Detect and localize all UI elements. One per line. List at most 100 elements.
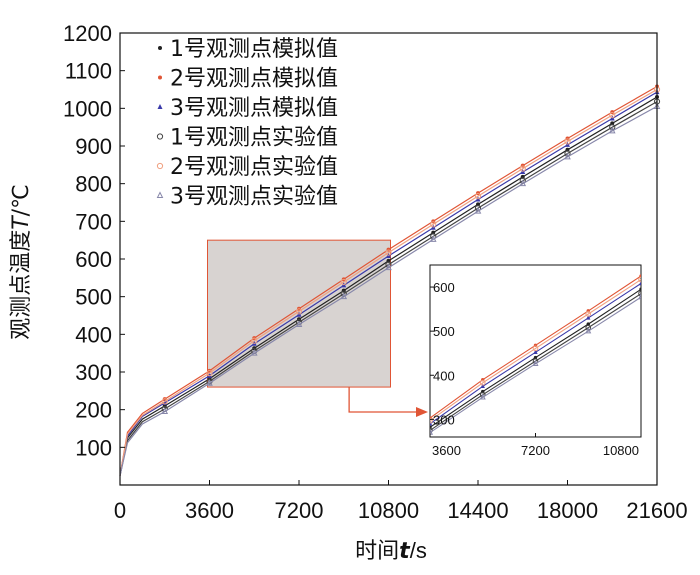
inset-data-point xyxy=(532,345,539,352)
legend-label: 3号观测点模拟值 xyxy=(170,96,338,121)
x-tick-label: 18000 xyxy=(537,498,598,523)
y-tick-label: 100 xyxy=(75,435,112,460)
legend-label: 2号观测点模拟值 xyxy=(170,67,338,92)
legend-marker xyxy=(156,191,164,198)
inset-series-3 xyxy=(430,280,641,426)
data-point xyxy=(519,179,527,187)
data-point xyxy=(251,337,258,344)
legend-marker xyxy=(158,75,162,80)
legend-item: 1号观测点模拟值 xyxy=(158,37,338,62)
inset-data-point xyxy=(585,324,592,331)
inset-zoom-plot: 300 400 500 600 3600 7200 10800 xyxy=(348,264,642,458)
y-axis-title-unit: /℃ xyxy=(9,184,34,216)
x-tick-label: 0 xyxy=(114,498,126,523)
data-point xyxy=(609,112,616,119)
inset-data-point xyxy=(637,293,641,300)
inset-data-point xyxy=(586,315,591,320)
data-point xyxy=(564,152,571,160)
data-point xyxy=(609,124,616,131)
y-tick-label: 1200 xyxy=(63,21,112,46)
x-tick-label: 7200 xyxy=(275,498,324,523)
inset-y-tick-label: 600 xyxy=(433,280,455,295)
data-point xyxy=(161,407,169,415)
inset-data-point xyxy=(586,322,590,326)
inset-data-point xyxy=(480,383,485,388)
data-point xyxy=(340,292,348,300)
x-tick-label: 21600 xyxy=(626,498,687,523)
y-tick-label: 900 xyxy=(75,134,112,159)
data-point xyxy=(295,308,303,315)
inset-y-tick-label: 300 xyxy=(433,412,455,427)
y-axis-title: 观测点温度T/℃ xyxy=(9,184,34,340)
legend-item: 3号观测点模拟值 xyxy=(157,96,338,121)
y-tick-label: 700 xyxy=(75,209,112,234)
zoom-connector xyxy=(348,387,416,413)
zoom-connector-arrowhead xyxy=(416,407,428,417)
y-tick-label: 500 xyxy=(75,285,112,310)
x-axis-title-variable: t xyxy=(399,539,411,564)
y-axis-title-prefix: 观测点温度 xyxy=(9,230,34,340)
legend-marker xyxy=(156,162,164,170)
legend: 1号观测点模拟值 2号观测点模拟值 3号观测点模拟值 1号观测点实验值 2号观测点实验值… xyxy=(156,37,338,210)
legend-marker xyxy=(156,133,164,140)
inset-x-tick-label: 10800 xyxy=(603,443,639,458)
data-point xyxy=(564,138,571,145)
series-6 xyxy=(119,102,661,476)
y-tick-label: 400 xyxy=(75,322,112,347)
plot-area: 100 200 300 400 500 600 700 800 900 1000 1100 1200 0… xyxy=(63,21,688,523)
legend-marker xyxy=(158,46,162,50)
inset-data-point xyxy=(430,417,433,424)
inset-data-point xyxy=(585,327,592,334)
legend-item: 3号观测点实验值 xyxy=(156,185,338,210)
data-point xyxy=(474,207,482,214)
series-line xyxy=(119,105,658,476)
y-axis-title-variable: T xyxy=(9,215,34,230)
x-axis-title: 时间t/s xyxy=(355,538,427,564)
y-tick-label: 800 xyxy=(75,172,112,197)
legend-label: 1号观测点模拟值 xyxy=(170,37,338,62)
inset-series-5 xyxy=(430,276,641,424)
data-point xyxy=(608,126,616,134)
inset-series-6 xyxy=(430,293,641,435)
data-point xyxy=(430,221,437,228)
legend-item: 2号观测点实验值 xyxy=(156,155,338,180)
x-tick-label: 3600 xyxy=(185,498,234,523)
y-tick-label: 1000 xyxy=(63,96,112,121)
inset-series-line xyxy=(430,278,641,422)
y-tick-label: 300 xyxy=(75,360,112,385)
inset-data-point xyxy=(532,359,539,366)
inset-data-point xyxy=(479,379,486,386)
y-tick-label: 600 xyxy=(75,247,112,272)
inset-data-point xyxy=(533,355,538,360)
data-point xyxy=(295,320,303,328)
data-point xyxy=(385,249,392,256)
data-point xyxy=(161,398,168,405)
inset-series-line xyxy=(430,296,641,434)
data-point xyxy=(429,235,437,242)
inset-series-group xyxy=(430,274,641,435)
data-point xyxy=(519,165,526,172)
inset-data-point xyxy=(430,421,433,426)
legend-item: 2号观测点模拟值 xyxy=(158,67,338,92)
inset-data-point xyxy=(585,311,592,317)
data-point xyxy=(206,379,213,386)
x-tick-label: 14400 xyxy=(447,498,508,523)
legend-label: 2号观测点实验值 xyxy=(170,155,338,180)
series-line xyxy=(119,88,658,476)
legend-marker xyxy=(157,104,163,109)
series-5 xyxy=(119,86,661,476)
legend-label: 3号观测点实验值 xyxy=(170,185,338,210)
data-point xyxy=(474,192,482,200)
data-point xyxy=(564,150,571,157)
inset-data-point xyxy=(639,287,641,291)
data-point xyxy=(340,278,347,286)
data-point xyxy=(250,349,258,356)
inset-data-point xyxy=(533,349,538,355)
x-axis-title-unit: /s xyxy=(410,538,427,563)
x-tick-label: 10800 xyxy=(358,498,419,523)
data-point xyxy=(206,370,213,377)
legend-label: 1号观测点实验值 xyxy=(170,126,338,151)
inset-x-tick-label: 3600 xyxy=(432,443,461,458)
inset-data-point xyxy=(638,290,641,297)
